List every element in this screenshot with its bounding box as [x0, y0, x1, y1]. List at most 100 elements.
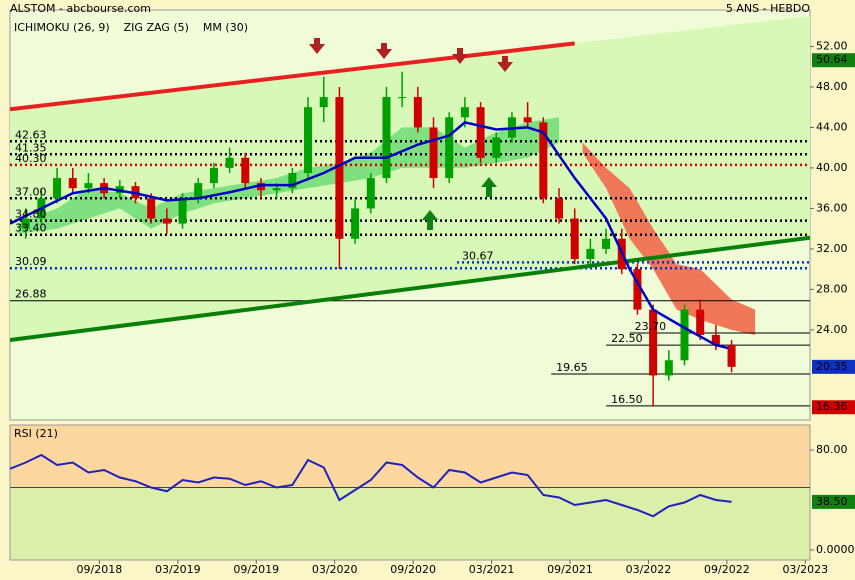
price-tag — [812, 53, 855, 68]
candle-body — [649, 309, 658, 376]
rsi-line — [9, 453, 732, 518]
sell-arrow — [376, 43, 392, 59]
x-tick-label: 09/2021 — [547, 563, 593, 576]
price-tag — [812, 494, 855, 509]
sell-arrow — [497, 56, 513, 72]
candle-body — [351, 208, 360, 239]
price-tag-label: 16.36 — [816, 400, 848, 413]
candle-body — [53, 178, 62, 199]
candle-body — [304, 107, 313, 173]
candle-body — [555, 198, 564, 219]
sell-arrow — [452, 48, 468, 64]
candle-body — [398, 97, 407, 99]
price-tag-label: 38.50 — [816, 495, 848, 508]
candle-body — [209, 167, 218, 184]
candle-body — [162, 218, 171, 224]
x-tick-label: 09/2018 — [77, 563, 123, 576]
indicator-legend: ICHIMOKU (26, 9) — [14, 21, 110, 34]
candle-body — [539, 122, 548, 199]
rsi-band — [10, 487, 810, 560]
x-tick-label: 09/2020 — [390, 563, 436, 576]
candle-body — [633, 269, 642, 310]
sell-arrow — [309, 38, 325, 54]
level-label: 30.67 — [462, 249, 494, 262]
level-label: 30.09 — [15, 255, 47, 268]
candle-body — [460, 107, 469, 118]
candle-body — [586, 248, 595, 260]
buy-arrow — [481, 177, 497, 197]
trendline — [10, 235, 810, 343]
candle-body — [711, 334, 720, 346]
level-label: 40.30 — [15, 152, 47, 165]
chart-title: ALSTOM - abcbourse.com — [10, 2, 151, 15]
buy-arrow — [422, 210, 438, 230]
candle-body — [335, 97, 344, 239]
candle-body — [194, 183, 203, 199]
candle-body — [319, 97, 328, 108]
level-label: 19.65 — [556, 361, 588, 374]
candle-body — [492, 137, 501, 158]
x-tick-label: 03/2022 — [626, 563, 672, 576]
level-label: 41.35 — [15, 141, 47, 154]
candle-body — [602, 238, 611, 249]
candle-body — [68, 178, 77, 189]
trendline — [10, 41, 575, 112]
indicator-legend: ZIG ZAG (5) — [124, 21, 189, 34]
candle-body — [84, 183, 93, 189]
price-layer — [10, 15, 810, 407]
y-tick-label: 36.00 — [816, 201, 848, 214]
candle-body — [476, 107, 485, 158]
level-label: 23.70 — [635, 320, 667, 333]
level-label: 16.50 — [611, 393, 643, 406]
y-tick-label: 24.00 — [816, 323, 848, 336]
price-tag — [812, 359, 855, 374]
level-label: 22.50 — [611, 332, 643, 345]
candle-body — [382, 97, 391, 179]
candle-body — [21, 218, 30, 229]
price-tag-label: 20.35 — [816, 360, 848, 373]
price-tag-label: 50.64 — [816, 53, 848, 66]
x-tick-label: 09/2019 — [233, 563, 279, 576]
candle-body — [225, 157, 234, 168]
y-tick-label: 44.00 — [816, 120, 848, 133]
level-label: 42.63 — [15, 128, 47, 141]
candle-body — [429, 127, 438, 179]
candle-body — [727, 345, 736, 367]
candle-body — [272, 188, 281, 191]
candle-body — [523, 117, 532, 123]
level-label: 26.88 — [15, 288, 47, 301]
y-tick-label: 48.00 — [816, 80, 848, 93]
candle-body — [680, 309, 689, 361]
rsi-band — [10, 425, 810, 488]
x-tick-label: 09/2022 — [704, 563, 750, 576]
candle-body — [413, 97, 422, 128]
y-tick-label: 40.00 — [816, 161, 848, 174]
candle-body — [664, 360, 673, 376]
rsi-frame — [9, 424, 811, 561]
candle-body — [241, 157, 250, 184]
level-label: 34.80 — [15, 208, 47, 221]
channel — [10, 15, 810, 341]
level-label: 33.40 — [15, 222, 47, 235]
indicator-legend: MM (30) — [203, 21, 248, 34]
level-label: 37.00 — [15, 185, 47, 198]
y-tick-label: 32.00 — [816, 242, 848, 255]
candle-body — [570, 218, 579, 260]
y-tick-label: 52.00 — [816, 39, 848, 52]
chart-subtitle: 5 ANS - HEBDO — [726, 2, 810, 15]
y-tick-label: 80.00 — [816, 443, 848, 456]
moving-average — [10, 121, 729, 350]
y-tick-label: 0.0000 — [816, 543, 855, 556]
candle-body — [256, 183, 265, 191]
x-tick-label: 03/2019 — [155, 563, 201, 576]
candle-body — [288, 172, 297, 189]
candle-body — [366, 178, 375, 209]
candle-body — [445, 117, 454, 179]
rsi-title: RSI (21) — [14, 427, 58, 440]
x-tick-label: 03/2020 — [312, 563, 358, 576]
price-tag — [812, 400, 855, 415]
candle-body — [696, 309, 705, 335]
candle-body — [178, 198, 187, 224]
x-tick-label: 03/2023 — [782, 563, 828, 576]
